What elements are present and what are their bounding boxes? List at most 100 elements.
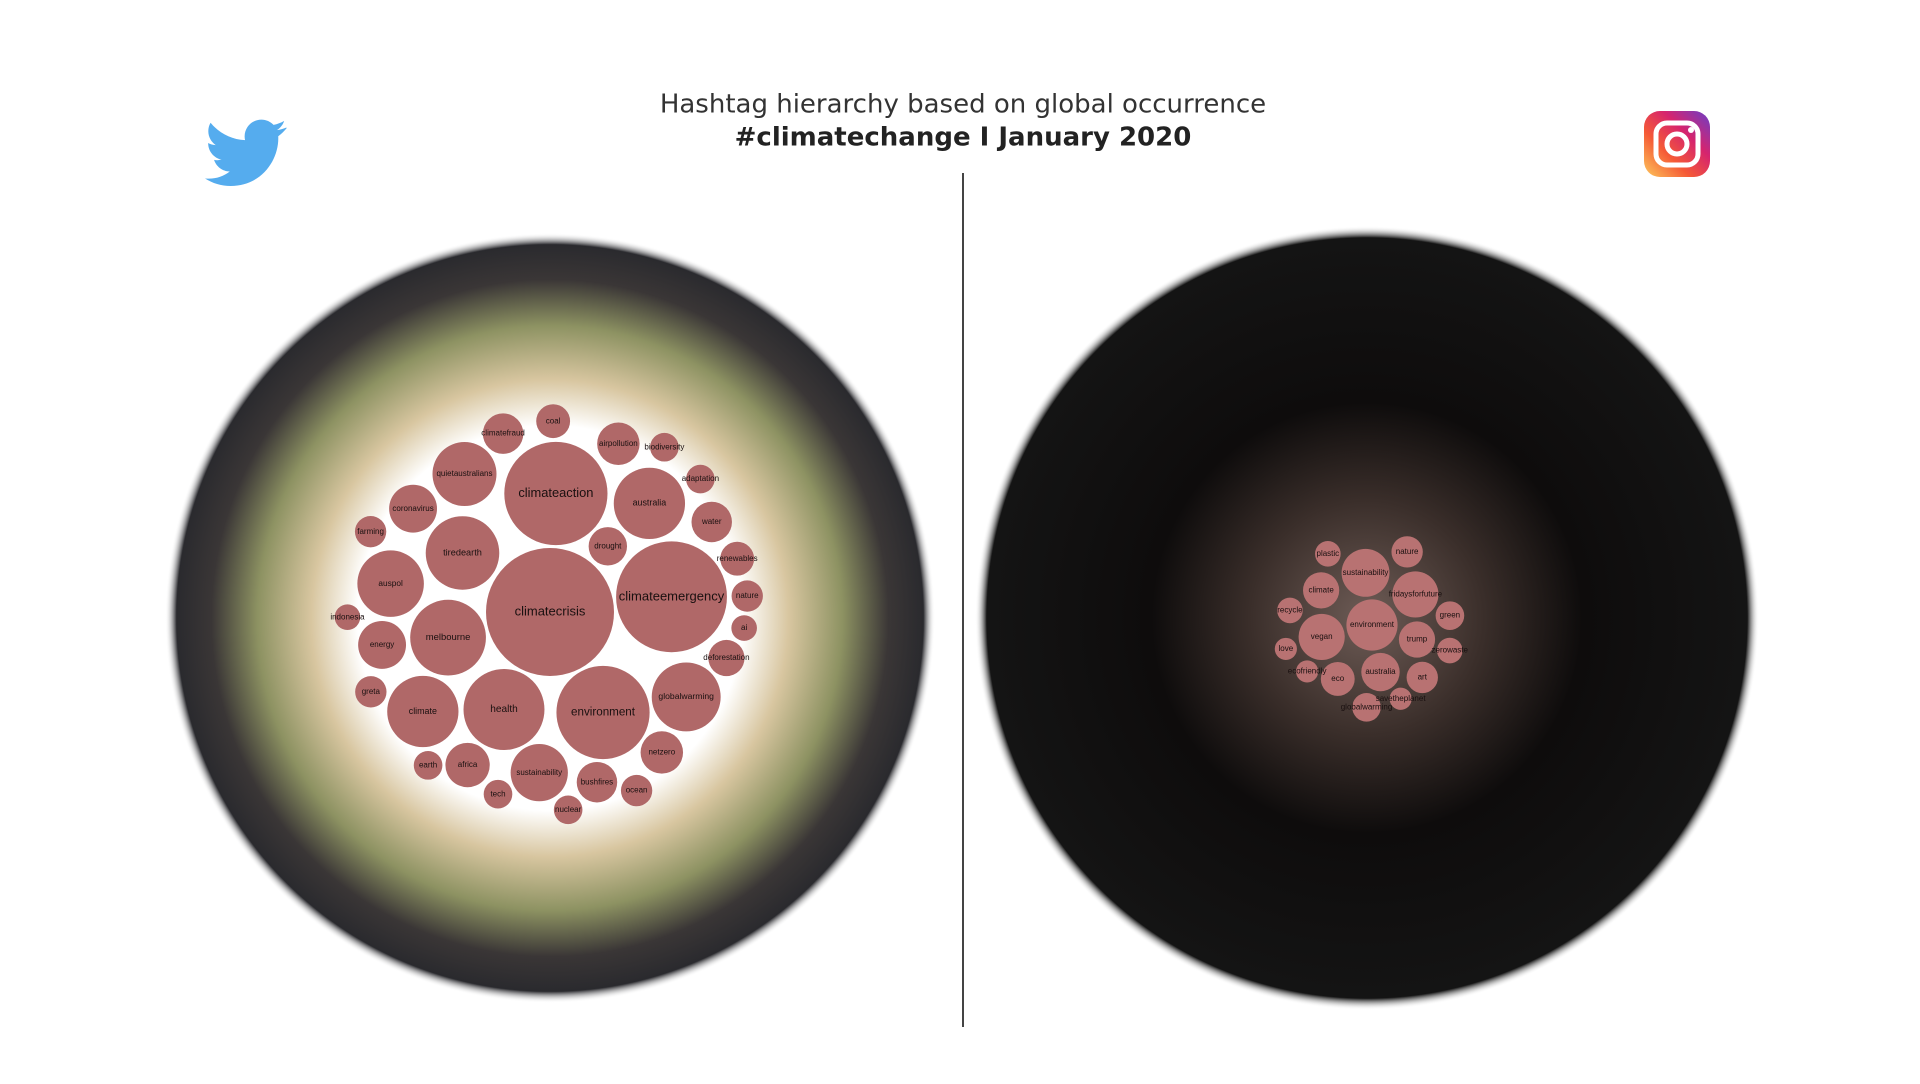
bubble: [1352, 693, 1381, 722]
bubble-label: indonesia: [330, 612, 365, 621]
bubble-label: coal: [546, 416, 561, 425]
bubble-label: globalwarming: [658, 691, 714, 701]
bubble: [720, 541, 755, 576]
bubble: [556, 665, 650, 760]
bubble-label: climate: [1308, 585, 1334, 594]
bubble-label: climatefraud: [481, 429, 525, 438]
bubble-label: health: [490, 704, 518, 715]
bubble-label: ecofriendly: [1288, 667, 1327, 676]
bubble-label: australia: [633, 498, 667, 508]
bubble: [613, 467, 686, 540]
bubble-label: vegan: [1311, 632, 1333, 641]
bubble-label: tech: [490, 789, 505, 798]
bubble-label: tiredearth: [443, 547, 482, 557]
bubble: [445, 742, 490, 788]
bubble-label: ai: [741, 623, 747, 632]
bubble: [576, 761, 618, 803]
bubble: [1303, 572, 1340, 609]
bubble: [1389, 687, 1412, 710]
bubble-label: energy: [370, 640, 394, 649]
bubble-label: greta: [362, 687, 381, 696]
bubble-label: ocean: [626, 786, 648, 795]
title: Hashtag hierarchy based on global occurr…: [660, 90, 1266, 120]
bubble: [1391, 536, 1423, 568]
bubble-label: bushfires: [581, 777, 613, 786]
bubble-label: earth: [419, 760, 437, 769]
bubble: [731, 580, 763, 612]
bubble: [1436, 637, 1463, 664]
bubble: [1392, 571, 1439, 618]
bubble: [1435, 601, 1465, 630]
bubble-label: love: [1279, 644, 1294, 653]
bubble-label: biodiversity: [644, 442, 684, 451]
bubble: [1398, 621, 1436, 658]
bubble: [1341, 548, 1390, 597]
bubble: [640, 731, 684, 774]
bubble-label: netzero: [648, 748, 675, 757]
bubble-label: drought: [594, 541, 622, 550]
bubble-label: auspol: [378, 578, 403, 588]
bubble: [504, 441, 608, 546]
bubble: [387, 675, 459, 748]
bubble-label: trump: [1407, 635, 1428, 644]
bubble: [1406, 661, 1438, 694]
bubble-label: plastic: [1317, 549, 1340, 558]
bubble-label: deforestation: [703, 653, 749, 662]
bubble: [588, 527, 628, 566]
bubble: [708, 639, 745, 677]
bubble: [620, 774, 653, 807]
bubble-label: melbourne: [426, 632, 471, 643]
bubble: [486, 548, 614, 676]
bubble-label: environment: [1350, 620, 1395, 629]
bubble: [357, 550, 424, 617]
bubble: [483, 779, 513, 809]
bubble: [553, 795, 583, 825]
bubble: [413, 751, 443, 780]
bubble-label: climate: [409, 706, 437, 716]
bubble-label: adaptation: [682, 474, 719, 483]
bubble: [1315, 541, 1341, 567]
bubble-label: renewables: [717, 554, 758, 563]
bubble-label: zerowaste: [1432, 646, 1469, 655]
bubble-label: fridaysforfuture: [1389, 590, 1443, 599]
twitter-logo: [205, 119, 287, 186]
bubble: [425, 516, 500, 590]
bubble: [597, 422, 640, 465]
bubble-label: eco: [1331, 674, 1344, 683]
bubble: [463, 669, 545, 750]
bubble: [482, 413, 524, 454]
bubble-label: climateemergency: [619, 588, 725, 603]
bubble: [355, 676, 387, 708]
bubble: [510, 744, 568, 802]
bubble-label: coronavirus: [392, 504, 433, 513]
bubble-label: farming: [357, 527, 384, 536]
bubble-label: savetheplanet: [1376, 694, 1427, 703]
bubble-label: africa: [458, 760, 478, 769]
bubble: [731, 615, 757, 641]
bubble: [1320, 662, 1355, 696]
bubble: [1274, 637, 1297, 660]
bubble-label: nature: [736, 591, 759, 600]
bubble: [432, 442, 497, 507]
bubble: [334, 604, 361, 630]
bubble-label: climateaction: [518, 485, 593, 500]
bubble-label: nature: [1396, 547, 1419, 556]
bubble-label: nuclear: [555, 805, 582, 814]
bubble-label: globalwarming: [1341, 702, 1393, 711]
bubble-label: sustainability: [1343, 568, 1389, 577]
bubble: [1346, 599, 1398, 651]
bubble-label: water: [701, 517, 722, 526]
bubble-label: environment: [571, 706, 636, 719]
bubble: [686, 464, 715, 494]
bubble: [691, 501, 732, 543]
bubble: [1298, 613, 1345, 660]
bubble: [410, 599, 486, 676]
bubble: [389, 484, 438, 533]
bubble-label: green: [1440, 611, 1460, 620]
bubble-label: sustainability: [516, 768, 562, 777]
bubble-label: australia: [1365, 667, 1396, 676]
bubble-label: recycle: [1277, 606, 1303, 615]
instagram-logo: [1644, 111, 1710, 177]
